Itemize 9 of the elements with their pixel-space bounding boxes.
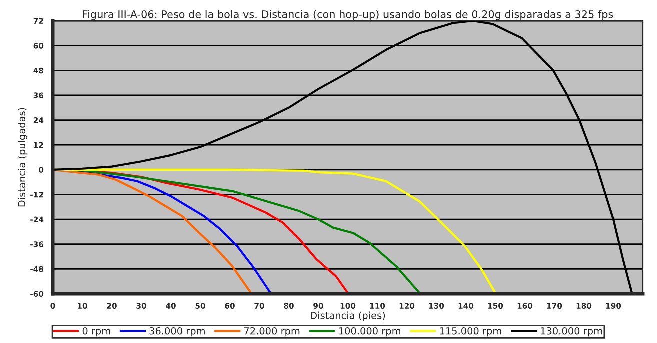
legend-label: 0 rpm xyxy=(82,327,110,337)
legend-label: 130.000 rpm xyxy=(541,327,602,337)
legend-label: 115.000 rpm xyxy=(440,327,502,337)
x-axis-title: Distancia (pies) xyxy=(311,312,386,322)
legend-label: 72.000 rpm xyxy=(244,327,300,337)
chart-title: Figura III-A-06: Peso de la bola vs. Distancia (con hop-up) usando bolas de 0.20g disparadas a 325 fps xyxy=(83,10,614,20)
legend-label: 100.000 rpm xyxy=(339,327,400,337)
legend-label: 36.000 rpm xyxy=(150,327,205,337)
y-axis-title: Distancia (pulgadas) xyxy=(18,108,28,207)
